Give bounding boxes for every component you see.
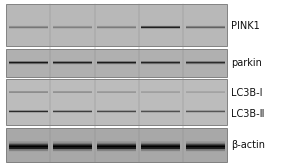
Bar: [97, 143, 136, 144]
Bar: [142, 149, 180, 150]
Bar: [97, 142, 136, 143]
Text: day3: day3: [73, 0, 95, 2]
Bar: [9, 151, 48, 152]
Bar: [9, 149, 48, 150]
Bar: [186, 149, 224, 150]
Bar: [97, 147, 136, 148]
Text: parkin: parkin: [231, 58, 262, 68]
Bar: [186, 147, 224, 148]
Bar: [97, 149, 136, 150]
Bar: [186, 141, 224, 142]
Bar: [142, 143, 180, 144]
Bar: [53, 151, 92, 152]
Bar: [142, 145, 180, 146]
Bar: [142, 144, 180, 145]
Bar: [142, 144, 180, 145]
Bar: [9, 145, 48, 146]
Text: day5: day5: [117, 0, 140, 2]
Bar: [97, 148, 136, 149]
Bar: [53, 150, 92, 151]
Bar: [186, 151, 224, 152]
Bar: [142, 146, 180, 147]
Bar: [97, 141, 136, 142]
Bar: [186, 149, 224, 150]
Bar: [9, 141, 48, 142]
Bar: [53, 143, 92, 144]
Bar: [53, 144, 92, 145]
Bar: [142, 148, 180, 149]
Bar: [142, 147, 180, 148]
Bar: [186, 146, 224, 147]
Text: day9: day9: [205, 0, 228, 2]
Bar: [53, 144, 92, 145]
Text: day7: day7: [161, 0, 184, 2]
Bar: [97, 146, 136, 147]
Text: LC3B-Ⅰ: LC3B-Ⅰ: [231, 88, 263, 98]
Bar: [97, 151, 136, 152]
Text: LC3B-Ⅱ: LC3B-Ⅱ: [231, 109, 265, 119]
Bar: [53, 141, 92, 142]
Bar: [9, 148, 48, 149]
Bar: [53, 147, 92, 148]
Text: β-actin: β-actin: [231, 140, 265, 150]
Bar: [142, 142, 180, 143]
Text: PINK1: PINK1: [231, 21, 260, 31]
Bar: [97, 144, 136, 145]
Bar: [6, 79, 227, 125]
Bar: [142, 151, 180, 152]
Bar: [6, 4, 227, 46]
Bar: [186, 144, 224, 145]
Bar: [142, 141, 180, 142]
Text: day1: day1: [28, 0, 51, 2]
Bar: [53, 149, 92, 150]
Bar: [9, 144, 48, 145]
Bar: [142, 150, 180, 151]
Bar: [9, 144, 48, 145]
Bar: [53, 145, 92, 146]
Bar: [186, 145, 224, 146]
Bar: [6, 49, 227, 77]
Bar: [186, 142, 224, 143]
Bar: [9, 143, 48, 144]
Bar: [53, 146, 92, 147]
Bar: [53, 142, 92, 143]
Bar: [97, 150, 136, 151]
Bar: [9, 146, 48, 147]
Bar: [9, 150, 48, 151]
Bar: [6, 128, 227, 162]
Bar: [142, 149, 180, 150]
Bar: [97, 144, 136, 145]
Bar: [53, 149, 92, 150]
Bar: [186, 148, 224, 149]
Bar: [9, 147, 48, 148]
Bar: [97, 149, 136, 150]
Bar: [97, 145, 136, 146]
Bar: [53, 148, 92, 149]
Bar: [9, 149, 48, 150]
Bar: [186, 144, 224, 145]
Bar: [9, 142, 48, 143]
Bar: [186, 150, 224, 151]
Bar: [186, 143, 224, 144]
